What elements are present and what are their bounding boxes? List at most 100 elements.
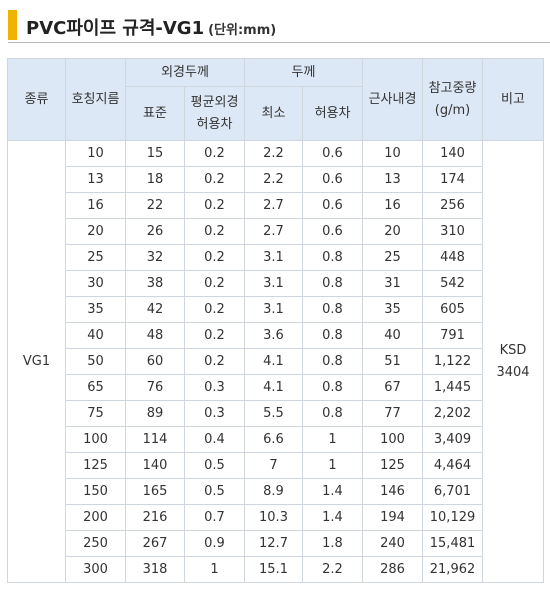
data-cell: 1 [301,426,364,453]
data-cell: 2.2 [244,140,303,167]
data-cell: 3.6 [244,322,303,349]
data-cell: 38 [125,270,185,297]
header-cell: 표준 [125,86,185,141]
line: KSD [499,342,527,358]
data-cell: 0.4 [184,426,245,453]
data-row: 300 318 1 15.1 2.2 286 21,962 [8,556,544,583]
data-row: 75 89 0.3 5.5 0.8 77 2,202 [8,400,544,427]
header-cell: 외경두께 [125,58,245,87]
data-cell: 0.6 [301,218,364,245]
data-cell: 32 [125,244,185,271]
data-cell: 3.1 [244,270,303,297]
header-cell: 허용차 [301,86,364,141]
data-cell: 0.6 [301,166,364,193]
line: 참고중량 [428,80,477,96]
data-row: VG1 10 15 0.2 2.2 0.6 10 140 KSD 3404 [7,140,545,583]
data-cell: 25 [65,244,126,271]
data-cell: 1,445 [422,374,484,401]
data-cell: 0.6 [301,192,364,219]
data-cell: 51 [362,348,424,375]
data-cell: 140 [422,140,484,167]
data-cell: 26 [125,218,185,245]
data-cell: 15.1 [244,556,303,583]
header-cell: 평균외경 허용차 [184,86,245,141]
data-cell: 1.4 [301,478,364,505]
data-cell: 2.2 [301,556,364,583]
header-cell: 최소 [244,86,303,141]
data-cell: 240 [362,530,424,557]
data-cell: 2.7 [244,192,303,219]
data-cell: 0.8 [301,348,364,375]
data-cell: 0.8 [301,244,364,271]
header: PVC파이프 규격-VG1 (단위:mm) [8,9,550,43]
data-cell: 10 [65,140,126,167]
spec-table: 종류 호칭지름 외경두께 두께 근사내경 참고중량 (g/m) 비고 표준 평균외경 허용차 최소 허용… [7,58,545,583]
data-row: 250 267 0.9 12.7 1.8 240 15,481 [8,530,544,557]
data-cell: 65 [65,374,126,401]
data-cell: 114 [125,426,185,453]
data-cell: 10.3 [244,504,303,531]
header-cell: 비고 [482,58,545,141]
data-cell: 35 [65,296,126,323]
line: 허용차 [196,116,233,132]
data-cell: 100 [362,426,424,453]
data-cell: 0.2 [184,270,245,297]
data-cell: 75 [65,400,126,427]
data-cell: 89 [125,400,185,427]
data-cell: 16 [65,192,126,219]
data-cell: 77 [362,400,424,427]
data-cell: 3.1 [244,244,303,271]
data-cell: 0.5 [184,452,245,479]
data-cell: 4.1 [244,374,303,401]
header-cell: 호칭지름 [65,58,126,141]
data-cell: 286 [362,556,424,583]
data-cell: 4.1 [244,348,303,375]
data-cell: 6.6 [244,426,303,453]
data-cell: 310 [422,218,484,245]
data-row: 65 76 0.3 4.1 0.8 67 1,445 [8,374,544,401]
data-cell: 146 [362,478,424,505]
data-cell: 67 [362,374,424,401]
data-row: 50 60 0.2 4.1 0.8 51 1,122 [8,348,544,375]
data-cell: 76 [125,374,185,401]
data-cell: 194 [362,504,424,531]
data-cell: 0.8 [301,270,364,297]
data-row: 125 140 0.5 7 1 125 4,464 [8,452,544,479]
data-row: 25 32 0.2 3.1 0.8 25 448 [8,244,544,271]
data-cell: 605 [422,296,484,323]
data-cell: 2.7 [244,218,303,245]
data-row: 35 42 0.2 3.1 0.8 35 605 [8,296,544,323]
data-cell: 0.2 [184,322,245,349]
data-cell: 40 [65,322,126,349]
data-cell: 200 [65,504,126,531]
data-cell: 125 [362,452,424,479]
data-cell: 30 [65,270,126,297]
data-cell: 31 [362,270,424,297]
data-cell: 48 [125,322,185,349]
data-cell: 25 [362,244,424,271]
data-cell: 125 [65,452,126,479]
data-cell: 0.2 [184,140,245,167]
data-cell: 4,464 [422,452,484,479]
data-cell: 7 [244,452,303,479]
data-cell: 791 [422,322,484,349]
data-cell: 0.3 [184,374,245,401]
data-cell: 140 [125,452,185,479]
header-cell: 근사내경 [362,58,424,141]
data-cell: 15 [125,140,185,167]
data-cell: 0.8 [301,374,364,401]
data-cell: 60 [125,348,185,375]
data-row: 20 26 0.2 2.7 0.6 20 310 [8,218,544,245]
data-cell: 448 [422,244,484,271]
data-cell: 1,122 [422,348,484,375]
data-cell: 18 [125,166,185,193]
data-cell: 16 [362,192,424,219]
data-cell: 267 [125,530,185,557]
data-cell: 6,701 [422,478,484,505]
data-cell: 0.8 [301,322,364,349]
data-cell: 20 [65,218,126,245]
data-cell: 1.8 [301,530,364,557]
note-cell: KSD 3404 [482,140,545,583]
data-cell: 21,962 [422,556,484,583]
header-row: 표준 평균외경 허용차 최소 허용차 [8,86,544,141]
